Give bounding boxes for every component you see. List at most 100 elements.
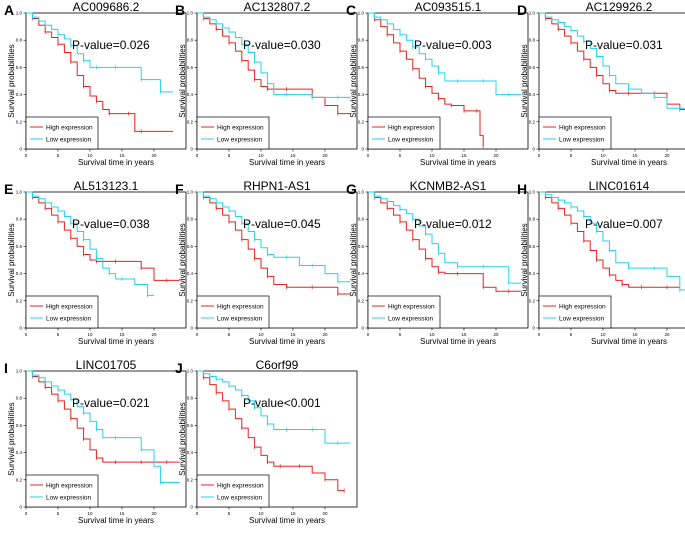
plot-frame xyxy=(538,191,685,329)
y-tick-label: 0.6 xyxy=(529,244,536,249)
y-tick-label: 0.8 xyxy=(529,217,536,222)
panel-title: AC093515.1 xyxy=(415,0,482,14)
x-tick-label: 5 xyxy=(570,332,573,337)
y-tick-label: 0 xyxy=(361,147,364,152)
survival-curve-low xyxy=(26,12,174,93)
y-tick-label: 0.6 xyxy=(16,423,23,428)
y-tick-label: 1.0 xyxy=(16,369,23,374)
legend-box xyxy=(25,295,99,329)
x-tick-label: 10 xyxy=(600,332,606,337)
y-tick-label: 0.4 xyxy=(529,271,536,276)
p-value-label: P-value=0.045 xyxy=(243,217,321,231)
x-tick-label: 10 xyxy=(258,153,264,158)
legend-box xyxy=(196,116,270,150)
x-axis-label: Survival time in years xyxy=(249,158,325,167)
legend-label-high: High expression xyxy=(559,124,606,131)
y-tick-label: 0.4 xyxy=(187,450,194,455)
y-tick-label: 0.8 xyxy=(187,38,194,43)
x-tick-label: 20 xyxy=(664,153,670,158)
panel-title: RHPN1-AS1 xyxy=(243,179,311,193)
x-tick-label: 0 xyxy=(196,153,199,158)
x-tick-label: 5 xyxy=(228,153,231,158)
survival-curve-high xyxy=(197,191,351,295)
survival-curve-high xyxy=(368,191,522,292)
x-tick-label: 15 xyxy=(290,511,296,516)
y-tick-label: 0.6 xyxy=(16,65,23,70)
legend-label-high: High expression xyxy=(388,124,435,131)
y-tick-label: 0.6 xyxy=(358,244,365,249)
x-tick-label: 20 xyxy=(322,332,328,337)
x-tick-label: 20 xyxy=(151,153,157,158)
x-tick-label: 20 xyxy=(493,153,499,158)
x-tick-label: 10 xyxy=(429,153,435,158)
legend-label-high: High expression xyxy=(217,482,264,489)
x-tick-label: 5 xyxy=(57,332,60,337)
x-tick-label: 10 xyxy=(87,153,93,158)
panel-b: B AC132807.200.20.40.60.81.00 5 10 15 20Survi… xyxy=(175,0,358,167)
x-tick-label: 10 xyxy=(258,511,264,516)
p-value-label: P-value=0.012 xyxy=(414,217,492,231)
survival-curve-high xyxy=(26,370,180,463)
plot-frame xyxy=(196,370,358,508)
y-tick-label: 0.2 xyxy=(187,119,194,124)
y-tick-label: 0.4 xyxy=(358,271,365,276)
y-tick-label: 0.4 xyxy=(16,92,23,97)
y-tick-label: 1.0 xyxy=(16,190,23,195)
legend-box xyxy=(196,474,270,508)
y-axis-label: Survival probabilities xyxy=(7,402,16,475)
panel-title: LINC01705 xyxy=(76,358,137,372)
p-value-label: P-value=0.030 xyxy=(243,38,321,52)
panel-c: C AC093515.100.20.40.60.81.00 5 10 15 20Survi… xyxy=(346,0,529,167)
legend-label-high: High expression xyxy=(46,482,93,489)
survival-curve-low xyxy=(539,12,685,109)
legend-label-high: High expression xyxy=(559,303,606,310)
x-tick-label: 20 xyxy=(322,153,328,158)
x-tick-label: 10 xyxy=(87,332,93,337)
legend-box xyxy=(25,116,99,150)
y-tick-label: 0.8 xyxy=(187,396,194,401)
x-tick-label: 0 xyxy=(25,153,28,158)
y-tick-label: 0.6 xyxy=(16,244,23,249)
y-tick-label: 1.0 xyxy=(187,11,194,16)
y-axis-label: Survival probabilities xyxy=(178,402,187,475)
panel-letter: H xyxy=(517,181,527,197)
y-tick-label: 0.6 xyxy=(187,423,194,428)
y-tick-label: 0.2 xyxy=(358,298,365,303)
panel-d: D AC129926.200.20.40.60.81.00 5 10 15 20Survi… xyxy=(517,0,685,167)
x-tick-label: 0 xyxy=(25,332,28,337)
plot-frame xyxy=(196,12,358,150)
legend-box xyxy=(367,116,441,150)
panel-title: AC132807.2 xyxy=(244,0,311,14)
x-tick-label: 15 xyxy=(632,153,638,158)
legend-label-low: Low expression xyxy=(559,136,605,143)
plot-frame xyxy=(367,191,529,329)
x-tick-label: 20 xyxy=(151,511,157,516)
y-tick-label: 0.2 xyxy=(529,119,536,124)
y-tick-label: 0 xyxy=(190,147,193,152)
x-axis-label: Survival time in years xyxy=(420,337,496,346)
legend-label-low: Low expression xyxy=(559,315,605,322)
y-tick-label: 0.8 xyxy=(358,38,365,43)
y-tick-label: 0.8 xyxy=(187,217,194,222)
legend-label-low: Low expression xyxy=(46,494,92,501)
x-tick-label: 0 xyxy=(538,332,541,337)
y-tick-label: 0 xyxy=(361,326,364,331)
panel-title: AL513123.1 xyxy=(74,179,139,193)
x-tick-label: 0 xyxy=(196,332,199,337)
p-value-label: P-value=0.003 xyxy=(414,38,492,52)
legend-label-low: Low expression xyxy=(46,136,92,143)
x-tick-label: 10 xyxy=(429,332,435,337)
y-tick-label: 0.2 xyxy=(187,298,194,303)
y-axis-label: Survival probabilities xyxy=(349,44,358,117)
x-tick-label: 15 xyxy=(461,332,467,337)
panel-letter: J xyxy=(175,360,183,376)
x-tick-label: 0 xyxy=(367,332,370,337)
y-tick-label: 0.8 xyxy=(16,396,23,401)
y-tick-label: 0.4 xyxy=(529,92,536,97)
x-axis-label: Survival time in years xyxy=(420,158,496,167)
x-tick-label: 5 xyxy=(399,153,402,158)
y-tick-label: 0.4 xyxy=(16,450,23,455)
survival-curve-high xyxy=(539,191,680,288)
survival-curve-low xyxy=(26,370,180,484)
x-axis-label: Survival time in years xyxy=(591,158,667,167)
